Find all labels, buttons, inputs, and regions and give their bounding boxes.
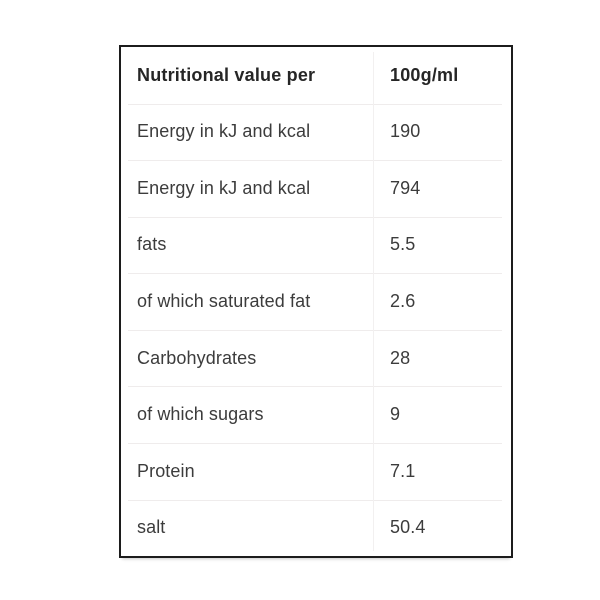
row-value: 2.6 (390, 291, 416, 312)
table-row: Energy in kJ and kcal 190 (121, 103, 511, 161)
row-value: 190 (390, 121, 421, 142)
table-row: Energy in kJ and kcal 794 (121, 160, 511, 217)
row-label: Energy in kJ and kcal (137, 177, 311, 198)
table-row: of which saturated fat 2.6 (121, 273, 511, 330)
row-label: Energy in kJ and kcal (137, 121, 311, 142)
row-label: Protein (137, 460, 195, 481)
row-value: 50.4 (390, 517, 426, 538)
row-label: of which saturated fat (137, 291, 311, 312)
row-value: 9 (390, 404, 401, 425)
row-label: fats (137, 234, 167, 255)
header-label: Nutritional value per (137, 64, 316, 85)
nutrition-table: Nutritional value per 100g/ml Energy in … (119, 45, 513, 558)
table-row: Protein 7.1 (121, 442, 511, 500)
table-header-row: Nutritional value per 100g/ml (121, 47, 511, 104)
row-value: 28 (390, 347, 411, 368)
row-value: 7.1 (390, 460, 416, 481)
row-value: 794 (390, 177, 421, 198)
table-row: of which sugars 9 (121, 386, 511, 443)
table-row: salt 50.4 (121, 499, 511, 557)
table-row: fats 5.5 (121, 216, 511, 274)
table-row: Carbohydrates 28 (121, 329, 511, 387)
row-value: 5.5 (390, 234, 416, 255)
row-label: Carbohydrates (137, 347, 257, 368)
header-unit: 100g/ml (390, 64, 459, 85)
row-label: salt (137, 517, 166, 538)
row-label: of which sugars (137, 404, 264, 425)
